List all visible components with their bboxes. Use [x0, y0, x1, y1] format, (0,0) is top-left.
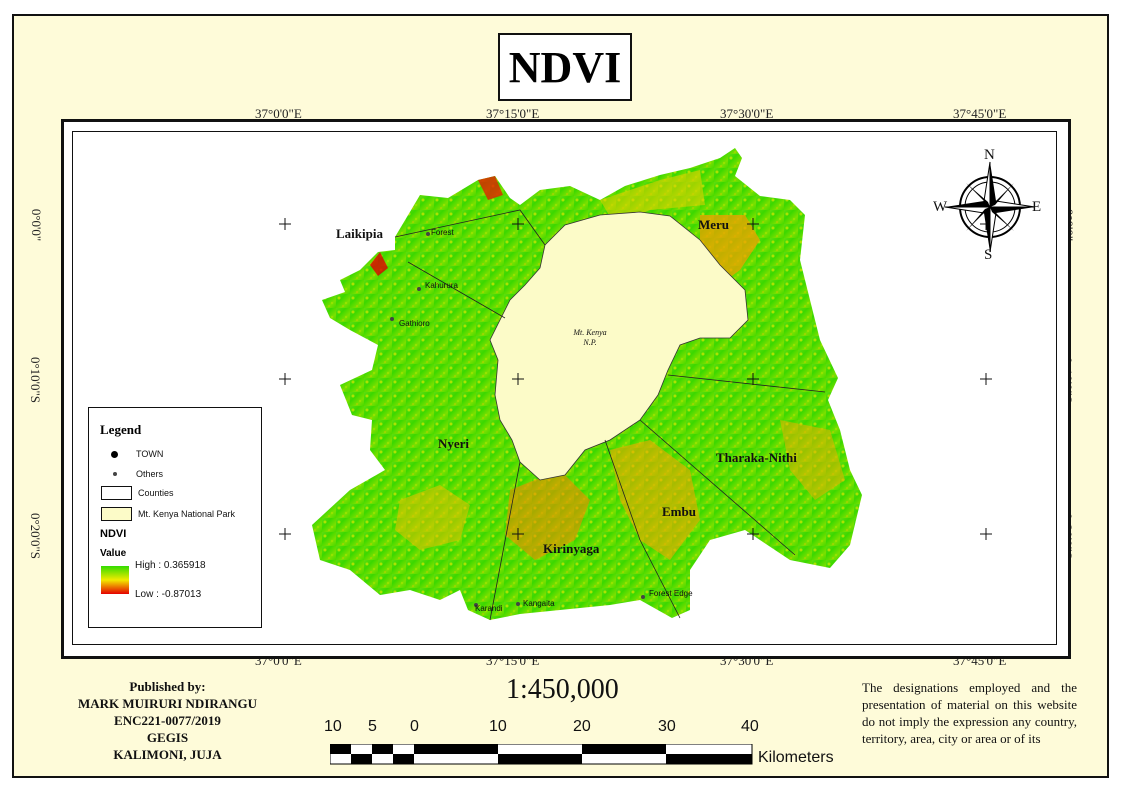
- low-ndvi-patch-laikipia: [370, 252, 388, 276]
- compass-e: E: [1032, 199, 1042, 215]
- low-ndvi-patch-ne: [600, 170, 705, 225]
- town-label-forest: Forest: [431, 228, 454, 237]
- ndvi-color-ramp: [101, 566, 129, 594]
- park-label: Mt. Kenya N.P.: [560, 328, 620, 348]
- compass-w: W: [933, 199, 948, 215]
- publisher-line1: Published by:: [129, 679, 206, 694]
- map-title: NDVI: [508, 42, 622, 92]
- legend-high: High : 0.365918: [135, 560, 206, 571]
- compass-s: S: [984, 247, 993, 263]
- low-ndvi-patch-south: [505, 470, 590, 560]
- legend-park-label: Mt. Kenya National Park: [138, 509, 236, 519]
- town-label-gathioro: Gathioro: [399, 319, 430, 328]
- lon-label-top-1: 37°0'0"E: [255, 106, 302, 121]
- low-ndvi-patch-embu: [610, 440, 700, 560]
- legend-low: Low : -0.87013: [135, 589, 202, 600]
- county-label-laikipia: Laikipia: [336, 226, 383, 241]
- legend-ndvi-heading: NDVI: [100, 528, 127, 540]
- scale-tick-3: 0: [410, 718, 419, 735]
- low-ndvi-patch-nyeri: [395, 485, 470, 550]
- scale-ratio: 1:450,000: [506, 674, 619, 705]
- park-symbol-icon: [101, 507, 132, 521]
- mt-kenya-national-park: [489, 211, 749, 481]
- scale-tick-5: 20: [573, 718, 591, 735]
- county-label-embu: Embu: [662, 504, 696, 519]
- compass-rose-icon: [944, 161, 1036, 253]
- legend-value-heading: Value: [100, 548, 127, 559]
- county-label-tharaka-nithi: Tharaka-Nithi: [716, 450, 797, 465]
- publisher-line5: KALIMONI, JUJA: [113, 747, 222, 762]
- county-boundaries: [394, 209, 826, 621]
- county-label-meru: Meru: [698, 217, 730, 232]
- legend-box: Legend TOWN Others Counties Mt. Kenya Na…: [88, 407, 262, 628]
- town-label-kangaita: Kangaita: [523, 599, 555, 608]
- town-label-karandi: Karandi: [475, 604, 503, 613]
- compass-n: N: [984, 147, 995, 163]
- legend-counties-label: Counties: [138, 488, 174, 498]
- park-label-line1: Mt. Kenya: [573, 328, 607, 337]
- lon-label-top-3: 37°30'0"E: [720, 106, 774, 121]
- legend-row-park: Mt. Kenya National Park: [101, 507, 235, 521]
- title-box: NDVI: [498, 33, 632, 101]
- park-label-line2: N.P.: [583, 338, 597, 347]
- legend-title: Legend: [100, 422, 142, 437]
- others-symbol-icon: [113, 472, 117, 476]
- legend-row-town: TOWN: [101, 449, 163, 459]
- publisher-line4: GEGIS: [146, 730, 189, 745]
- scale-tick-4: 10: [489, 718, 507, 735]
- town-points: [390, 232, 645, 607]
- publisher-block: Published by: MARK MUIRURI NDIRANGU ENC2…: [50, 678, 285, 763]
- scale-unit: Kilometers: [758, 749, 834, 766]
- low-ndvi-patch-east: [780, 420, 845, 500]
- lon-label-top-4: 37°45'0"E: [953, 106, 1007, 121]
- legend-others-label: Others: [136, 469, 164, 479]
- town-symbol-icon: [111, 450, 118, 458]
- scale-tick-6: 30: [658, 718, 676, 735]
- legend-row-counties: Counties: [101, 486, 174, 500]
- town-label-kahurura: Kahurura: [425, 281, 458, 290]
- publisher-line2: MARK MUIRURI NDIRANGU: [77, 696, 258, 711]
- counties-symbol-icon: [101, 486, 132, 500]
- publisher-line3: ENC221-0077/2019: [114, 713, 221, 728]
- legend-town-label: TOWN: [136, 449, 164, 459]
- county-label-nyeri: Nyeri: [438, 436, 470, 451]
- county-label-kirinyaga: Kirinyaga: [543, 541, 600, 556]
- scale-bar: [330, 744, 753, 765]
- low-ndvi-patch-north: [478, 176, 503, 200]
- scale-tick-2: 5: [368, 718, 377, 735]
- legend-row-others: Others: [101, 469, 163, 479]
- lon-label-top-2: 37°15'0"E: [486, 106, 540, 121]
- scale-tick-7: 40: [741, 718, 759, 735]
- town-label-forest-edge: Forest Edge: [649, 589, 693, 598]
- disclaimer-text: The designations employed and the presen…: [862, 680, 1077, 746]
- scale-tick-1: 10: [324, 718, 342, 735]
